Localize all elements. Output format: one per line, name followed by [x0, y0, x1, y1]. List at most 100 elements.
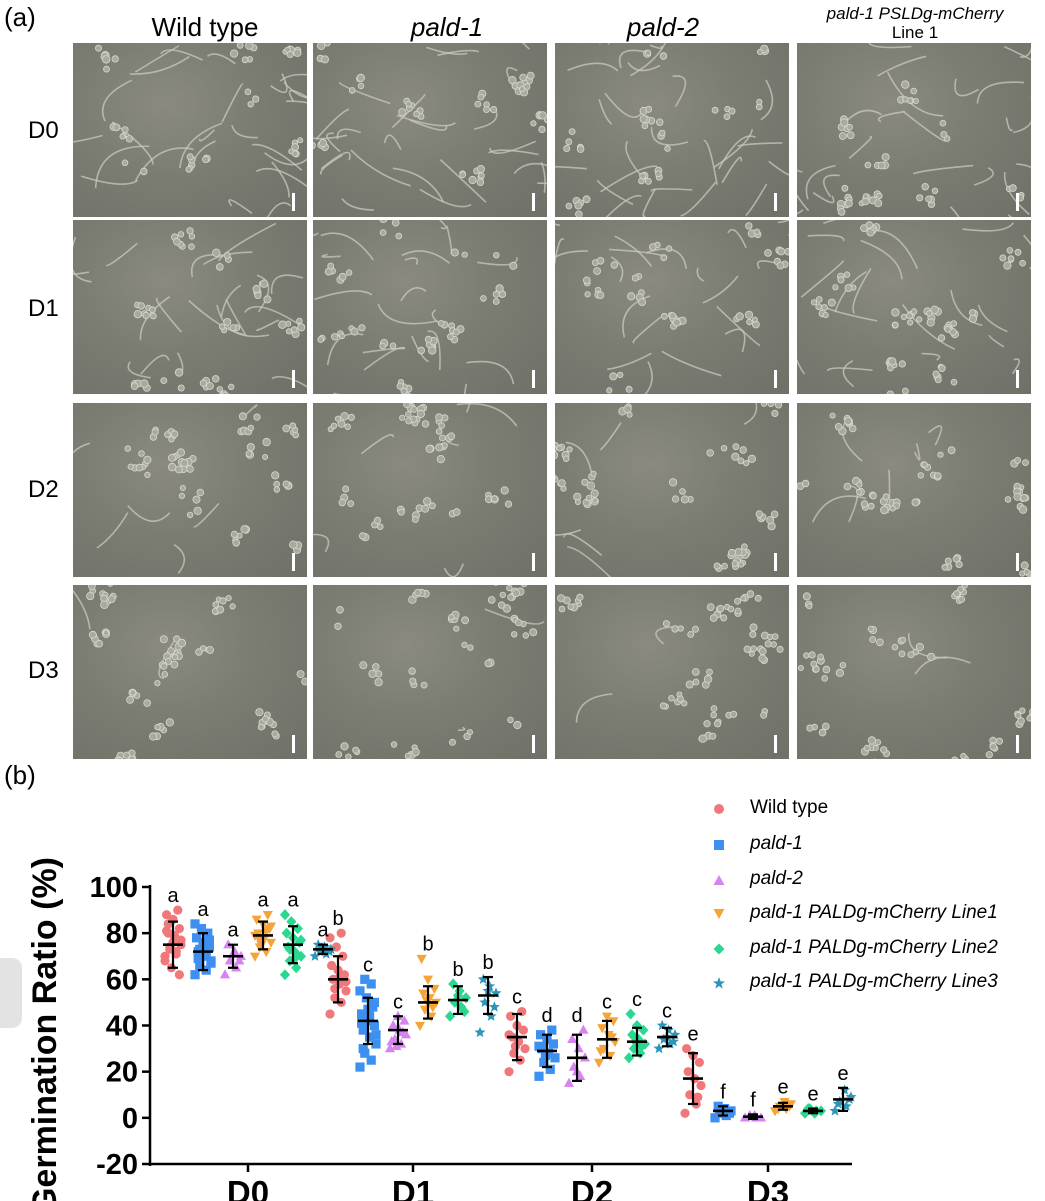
data-point — [355, 986, 365, 996]
micrograph-pald-2-d2 — [555, 403, 789, 577]
x-tick-label: D3 — [747, 1174, 789, 1201]
legend-label: pald-1 PALDg-mCherry Line1 — [750, 902, 998, 923]
data-point — [664, 1038, 676, 1049]
micrograph-pald-1-d3 — [313, 585, 547, 759]
data-point — [173, 905, 183, 915]
significance-letter: c — [512, 987, 522, 1009]
data-point — [341, 986, 351, 996]
micrograph-pald-1-d1 — [313, 220, 547, 394]
data-point — [625, 1008, 636, 1020]
y-tick-label: 40 — [106, 1011, 138, 1043]
data-point — [325, 933, 335, 943]
micrograph-pald-2-d1 — [555, 220, 789, 394]
y-tick-label: 20 — [106, 1057, 138, 1089]
micrograph-pald-1-d0 — [313, 43, 547, 217]
data-point — [683, 1067, 693, 1077]
scale-bar — [292, 735, 295, 753]
data-point — [219, 969, 231, 979]
data-point — [573, 1043, 584, 1053]
data-point — [693, 1092, 703, 1102]
star-marker-icon — [713, 977, 725, 989]
triangle-down-marker-icon — [713, 909, 725, 919]
column-header-line-1: pald-1 PSLDg-mCherry — [826, 4, 1004, 23]
data-point — [369, 997, 379, 1008]
data-point — [365, 1011, 375, 1021]
scale-bar — [1016, 735, 1019, 753]
micrograph-line-1-d0 — [797, 43, 1031, 217]
significance-letter: b — [452, 959, 463, 981]
data-point — [262, 911, 273, 921]
legend-item-pald-2: pald-2 — [712, 868, 1042, 894]
significance-letter: e — [687, 1024, 698, 1046]
data-point — [595, 1047, 606, 1057]
data-point — [160, 956, 170, 966]
data-point — [422, 975, 434, 985]
significance-letter: e — [837, 1063, 848, 1085]
data-point — [366, 979, 376, 989]
data-point — [190, 970, 200, 980]
data-point — [623, 1052, 635, 1064]
significance-letter: c — [662, 1001, 672, 1023]
panel-a-label: (a) — [4, 2, 36, 32]
data-point — [839, 1084, 851, 1095]
data-point — [416, 954, 427, 965]
data-point — [174, 923, 184, 934]
data-point — [265, 938, 277, 948]
data-point — [360, 974, 370, 984]
data-point — [545, 1064, 555, 1074]
data-point — [427, 1003, 438, 1013]
significance-letter: e — [777, 1077, 788, 1099]
significance-letter: b — [422, 934, 433, 956]
data-point — [195, 960, 205, 971]
micrograph-pald-1-d2 — [313, 403, 547, 577]
data-point — [608, 1017, 619, 1027]
data-point — [355, 1062, 365, 1072]
data-point — [593, 1058, 605, 1068]
micrograph-line-1-d3 — [797, 585, 1031, 759]
data-point — [669, 1029, 681, 1040]
data-point — [639, 1038, 651, 1050]
data-point — [190, 919, 200, 929]
significance-letter: c — [363, 954, 373, 976]
data-point — [636, 1040, 647, 1052]
significance-letter: a — [317, 920, 329, 942]
data-point — [601, 1012, 613, 1022]
data-point — [454, 985, 465, 997]
row-label-d3: D3 — [28, 657, 59, 684]
y-tick-label: -20 — [96, 1149, 138, 1181]
panel-b-label: (b) — [4, 760, 36, 790]
data-point — [656, 1019, 668, 1031]
data-point — [485, 1010, 497, 1021]
data-point — [832, 1098, 844, 1109]
data-point — [578, 1024, 589, 1034]
row-label-d1: D1 — [28, 295, 59, 322]
micrograph-line-1-d2 — [797, 403, 1031, 577]
micrograph-pald-2-d0 — [555, 43, 789, 217]
data-point — [286, 916, 297, 928]
data-point — [658, 1033, 670, 1044]
legend-label: pald-2 — [750, 868, 803, 889]
data-point — [360, 1048, 370, 1058]
significance-letter: c — [632, 989, 642, 1011]
circle-marker-icon — [714, 804, 724, 814]
data-point — [633, 1033, 644, 1045]
legend-item-pald-1: pald-1 — [712, 833, 1042, 859]
row-label-d2: D2 — [28, 476, 59, 503]
significance-letter: b — [482, 952, 493, 974]
data-point — [845, 1091, 857, 1102]
significance-letter: a — [287, 890, 299, 912]
data-point — [279, 909, 291, 921]
data-point — [366, 1055, 376, 1065]
data-point — [653, 1042, 665, 1054]
significance-letter: a — [197, 899, 209, 921]
x-tick-label: D2 — [571, 1174, 613, 1201]
scale-bar — [532, 553, 535, 571]
data-point — [829, 1105, 841, 1116]
significance-letter: c — [393, 991, 403, 1013]
data-point — [358, 1043, 368, 1054]
triangle-up-marker-icon — [713, 875, 725, 885]
legend-item-line2: pald-1 PALDg-mCherry Line2 — [712, 937, 1042, 963]
data-point — [388, 1019, 399, 1030]
square-marker-icon — [714, 840, 724, 850]
scale-bar — [292, 370, 295, 388]
